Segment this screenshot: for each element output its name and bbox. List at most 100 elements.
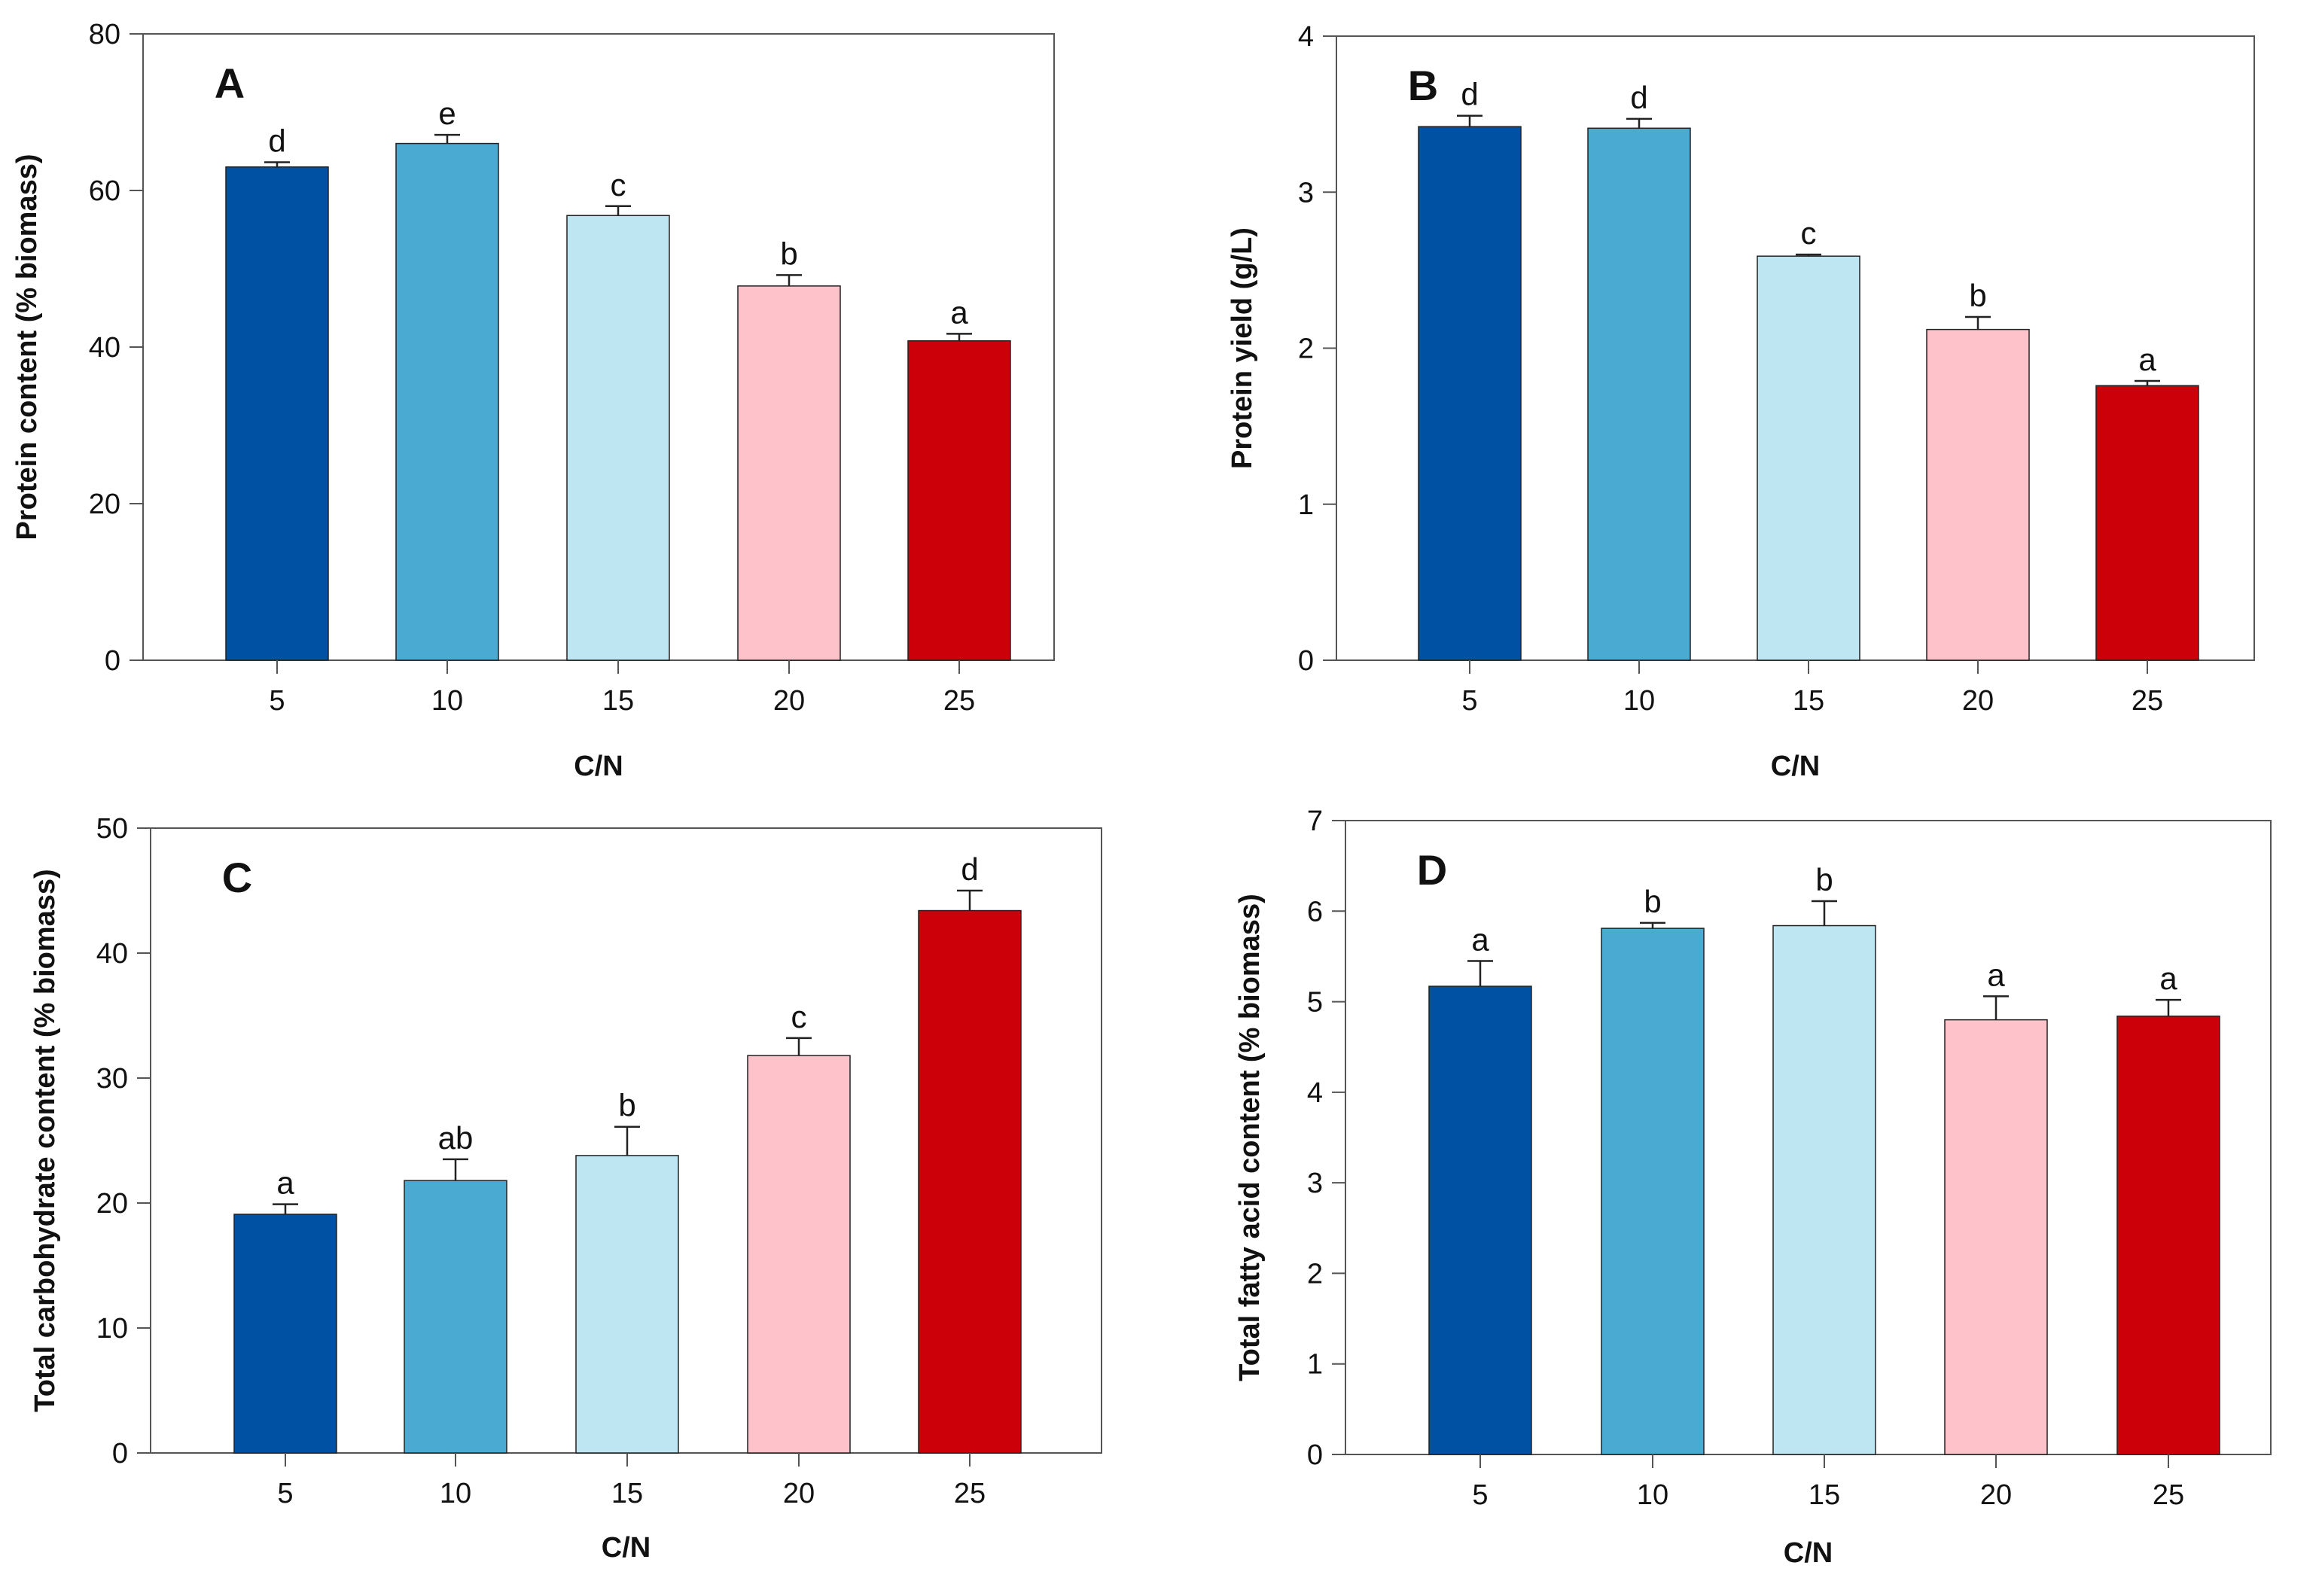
bar [395, 142, 499, 661]
significance-label: d [1461, 77, 1478, 112]
bar [1926, 328, 2030, 661]
bar [233, 1214, 337, 1454]
panel-letter: D [1417, 846, 1447, 894]
x-axis-title: C/N [1784, 1537, 1833, 1569]
y-axis-title: Protein yield (g/L) [1227, 227, 1258, 469]
panel-letter: B [1408, 62, 1438, 109]
y-tick-label: 2 [1307, 1258, 1323, 1290]
x-axis-title: C/N [602, 1532, 651, 1564]
y-tick-label: 10 [96, 1313, 128, 1345]
significance-label: a [2159, 961, 2177, 996]
x-tick-label: 10 [440, 1478, 471, 1509]
significance-label: d [961, 851, 978, 887]
y-tick-label: 40 [96, 938, 128, 970]
y-axis-title: Protein content (% biomass) [11, 154, 43, 540]
bar [1428, 985, 1532, 1455]
significance-label: a [1987, 957, 2005, 992]
y-axis-title: Total carbohydrate content (% biomass) [29, 869, 61, 1412]
x-tick-label: 10 [1623, 685, 1655, 717]
x-tick-label: 5 [1472, 1479, 1488, 1511]
bar [1757, 255, 1860, 661]
bar [1772, 924, 1876, 1455]
y-tick-label: 0 [105, 645, 120, 677]
y-tick-label: 5 [1307, 987, 1323, 1019]
chart-panel-c: 0 10 20 30 40 50 a 5 ab 10 b 15 c 20 d 25 C C/N Total carb… [29, 813, 1102, 1564]
panel-letter: A [215, 59, 245, 107]
y-tick-label: 20 [89, 489, 120, 520]
chart-panel-a: 0 20 40 60 80 d 5 e 10 c 15 b 20 a 25 A C/N Protein conte… [11, 19, 1055, 782]
bar [907, 340, 1011, 661]
bar [575, 1155, 679, 1454]
y-tick-label: 0 [1307, 1439, 1323, 1471]
x-tick-label: 20 [1962, 685, 1994, 717]
significance-label: e [438, 96, 456, 131]
significance-label: a [950, 294, 968, 330]
bar [1601, 927, 1705, 1455]
bar [1944, 1019, 2048, 1455]
x-tick-label: 10 [1637, 1479, 1668, 1511]
y-tick-label: 60 [89, 175, 120, 207]
bar [2095, 385, 2199, 661]
y-tick-label: 2 [1298, 334, 1314, 365]
x-tick-label: 15 [1793, 685, 1824, 717]
bar [2116, 1016, 2220, 1455]
bar [1587, 127, 1691, 661]
y-axis-title: Total fatty acid content (% biomass) [1234, 894, 1266, 1381]
bar [404, 1180, 507, 1454]
y-tick-label: 4 [1307, 1077, 1323, 1109]
significance-label: c [1801, 215, 1817, 251]
x-tick-label: 5 [1461, 685, 1477, 717]
significance-label: c [611, 167, 626, 203]
bar [747, 1055, 851, 1454]
y-tick-label: 20 [96, 1188, 128, 1220]
significance-label: a [276, 1165, 294, 1201]
significance-label: b [1644, 884, 1661, 919]
bar [225, 166, 329, 661]
x-tick-label: 25 [954, 1478, 986, 1509]
significance-label: d [268, 123, 285, 159]
significance-label: b [1969, 278, 1986, 313]
y-tick-label: 3 [1298, 177, 1314, 209]
x-axis-title: C/N [1771, 751, 1820, 782]
x-tick-label: 20 [773, 685, 805, 717]
bar [1418, 126, 1522, 661]
x-tick-label: 5 [269, 685, 285, 717]
x-tick-label: 15 [602, 685, 634, 717]
x-tick-label: 20 [783, 1478, 815, 1509]
x-tick-label: 10 [431, 685, 463, 717]
y-tick-label: 50 [96, 813, 128, 845]
x-axis-title: C/N [574, 751, 623, 782]
x-tick-label: 15 [1809, 1479, 1840, 1511]
panel-letter: C [222, 854, 252, 901]
y-tick-label: 30 [96, 1063, 128, 1095]
x-tick-label: 25 [2153, 1479, 2184, 1511]
y-tick-label: 4 [1298, 21, 1314, 53]
x-tick-label: 25 [2132, 685, 2163, 717]
y-tick-label: 40 [89, 332, 120, 364]
significance-label: a [2138, 342, 2156, 377]
x-tick-label: 15 [611, 1478, 643, 1509]
y-tick-label: 3 [1307, 1168, 1323, 1199]
x-tick-label: 25 [943, 685, 975, 717]
significance-label: ab [438, 1120, 474, 1156]
x-tick-label: 5 [277, 1478, 293, 1509]
significance-label: b [618, 1088, 635, 1123]
y-tick-label: 1 [1307, 1349, 1323, 1381]
significance-label: b [1815, 862, 1833, 897]
bar [737, 285, 841, 661]
y-tick-label: 0 [112, 1438, 128, 1470]
significance-label: d [1630, 80, 1647, 115]
x-tick-label: 20 [1980, 1479, 2012, 1511]
significance-label: b [780, 236, 797, 271]
bar [918, 909, 1022, 1454]
bar [566, 215, 670, 661]
y-tick-label: 1 [1298, 489, 1314, 521]
chart-panel-d: 0 1 2 3 4 5 6 7 a 5 b 10 b 15 a 20 a 25 D C/N Total fatty ac… [1234, 806, 2272, 1569]
y-tick-label: 7 [1307, 806, 1323, 837]
y-tick-label: 6 [1307, 896, 1323, 927]
significance-label: c [791, 999, 807, 1034]
y-tick-label: 80 [89, 19, 120, 50]
significance-label: a [1471, 921, 1489, 957]
chart-panel-b: 0 1 2 3 4 d 5 d 10 c 15 b 20 a 25 B C/N Protein yield (g/… [1227, 21, 2255, 782]
